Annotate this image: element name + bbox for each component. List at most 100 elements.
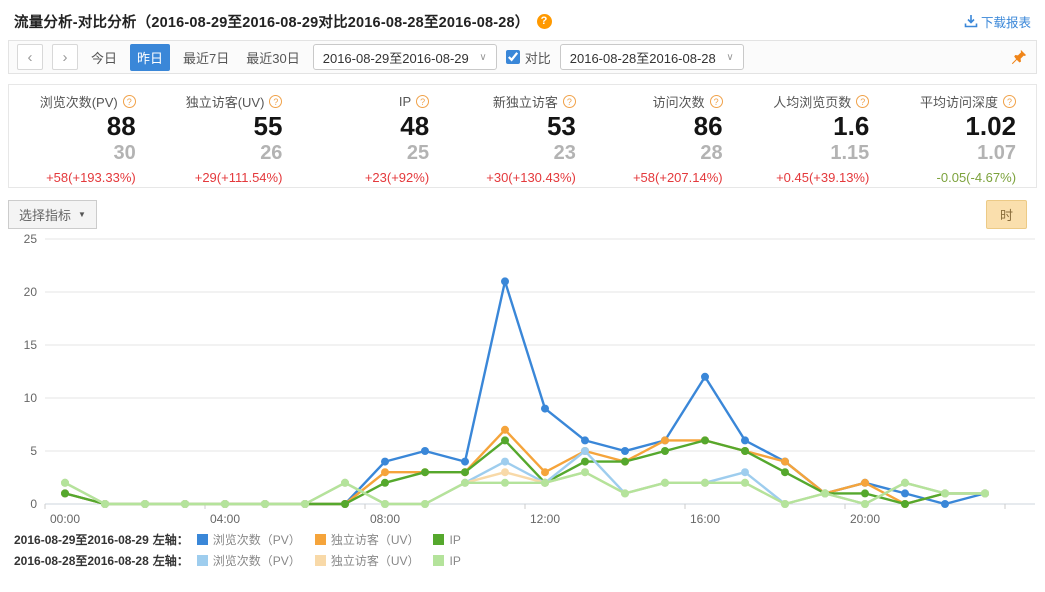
- compare-range-select[interactable]: 2016-08-28至2016-08-28 ∨: [559, 44, 744, 70]
- legend-item-label: 独立访客（UV）: [330, 554, 420, 568]
- metric-prev-value: 1.07: [977, 142, 1017, 164]
- download-report-link[interactable]: 下载报表: [964, 12, 1031, 31]
- legend-item-ip: IP: [433, 554, 461, 568]
- metric-new-visitors: 新独立访客? 53 23 +30(+130.43%): [449, 94, 596, 185]
- metric-help-icon[interactable]: ?: [269, 95, 283, 108]
- metric-summary-panel: 浏览次数(PV)? 88 30 +58(+193.33%) 独立访客(UV)? …: [8, 84, 1037, 188]
- page-title: 流量分析-对比分析（2016-08-29至2016-08-29对比2016-08…: [14, 14, 530, 31]
- metric-prev-value: 28: [700, 142, 723, 164]
- metric-label: 浏览次数(PV): [39, 95, 118, 110]
- metric-help-icon[interactable]: ?: [562, 95, 576, 108]
- metric-help-icon[interactable]: ?: [122, 95, 136, 108]
- granularity-hour-button[interactable]: 时: [985, 199, 1027, 229]
- svg-text:16:00: 16:00: [690, 512, 720, 524]
- preset-last30[interactable]: 最近30日: [246, 50, 300, 66]
- svg-text:20: 20: [24, 285, 38, 299]
- metric-pages-per-visitor: 人均浏览页数? 1.6 1.15 +0.45(+39.13%): [743, 94, 890, 185]
- pin-icon[interactable]: [1010, 48, 1028, 66]
- compare-checkbox[interactable]: [505, 50, 520, 64]
- page-header: 流量分析-对比分析（2016-08-29至2016-08-29对比2016-08…: [8, 0, 1037, 40]
- metric-value: 55: [253, 111, 283, 141]
- metric-value: 48: [400, 111, 430, 141]
- svg-text:10: 10: [24, 391, 38, 405]
- metric-change: +0.45(+39.13%): [776, 170, 870, 185]
- svg-text:25: 25: [24, 232, 38, 246]
- legend-item-label: 浏览次数（PV）: [212, 554, 301, 568]
- download-icon: [964, 15, 978, 28]
- metric-label: 平均访问深度: [920, 95, 999, 110]
- metric-change: +58(+207.14%): [632, 170, 723, 185]
- metric-label: 独立访客(UV): [185, 95, 265, 110]
- metric-ip: IP? 48 25 +23(+92%): [302, 94, 449, 185]
- select-metric-label: 选择指标: [19, 207, 72, 223]
- legend-item-uv: 独立访客（UV）: [314, 531, 420, 548]
- legend-item-label: 浏览次数（PV）: [212, 533, 301, 547]
- chevron-down-icon: ∨: [479, 51, 487, 63]
- metric-prev-value: 23: [553, 142, 576, 164]
- next-date-button[interactable]: ›: [52, 44, 78, 70]
- svg-text:12:00: 12:00: [530, 512, 560, 524]
- chevron-down-icon: ∨: [726, 51, 734, 63]
- traffic-trend-chart: 0 5 10 15 20 25 00:00 04:00 08:00 12:00 16:00 20:00: [24, 232, 1035, 524]
- legend-item-label: IP: [449, 532, 461, 547]
- legend-item-label: 独立访客（UV）: [330, 533, 420, 547]
- metric-prev-value: 30: [113, 142, 136, 164]
- compare-range-value: 2016-08-28至2016-08-28: [569, 50, 716, 66]
- title-help-icon[interactable]: ?: [536, 13, 552, 29]
- uv-swatch-icon: [314, 534, 326, 545]
- metric-value: 86: [693, 111, 723, 141]
- select-metric-button[interactable]: 选择指标 ▼: [8, 199, 97, 229]
- metric-prev-value: 25: [406, 142, 430, 164]
- legend-item-pv: 浏览次数（PV）: [196, 531, 301, 548]
- metric-help-icon[interactable]: ?: [1003, 95, 1017, 108]
- metric-help-icon[interactable]: ?: [709, 95, 723, 108]
- metric-help-icon[interactable]: ?: [856, 95, 870, 108]
- metric-label: 人均浏览页数: [773, 95, 852, 110]
- svg-text:00:00: 00:00: [50, 512, 80, 524]
- date-range-value: 2016-08-29至2016-08-29: [322, 50, 469, 66]
- metric-avg-depth: 平均访问深度? 1.02 1.07 -0.05(-4.67%): [889, 94, 1036, 185]
- svg-text:04:00: 04:00: [210, 512, 240, 524]
- metric-pv: 浏览次数(PV)? 88 30 +58(+193.33%): [9, 94, 156, 185]
- metric-value: 1.02: [965, 111, 1017, 141]
- chart-legend: 2016-08-29至2016-08-29 左轴： 浏览次数（PV） 独立访客（…: [8, 524, 1037, 571]
- legend-item-pv: 浏览次数（PV）: [196, 552, 301, 569]
- preset-last7[interactable]: 最近7日: [183, 50, 230, 66]
- svg-text:0: 0: [30, 497, 37, 511]
- legend-date: 2016-08-29至2016-08-29: [14, 533, 149, 547]
- compare-control: 对比: [505, 48, 551, 67]
- metric-prev-value: 26: [260, 142, 283, 164]
- metric-prev-value: 1.15: [830, 142, 870, 164]
- uv-compare-swatch-icon: [314, 555, 326, 566]
- date-nav-bar: ‹ › 今日 昨日 最近7日 最近30日 2016-08-29至2016-08-…: [8, 40, 1037, 74]
- metric-change: +58(+193.33%): [46, 170, 136, 185]
- pv-compare-swatch-icon: [196, 555, 208, 566]
- metric-value: 53: [546, 111, 576, 141]
- trend-chart-container: 0 5 10 15 20 25 00:00 04:00 08:00 12:00 16:00 20:00: [8, 232, 1037, 524]
- preset-today[interactable]: 今日: [91, 50, 118, 66]
- ip-swatch-icon: [433, 534, 445, 545]
- caret-down-icon: ▼: [78, 209, 86, 219]
- legend-item-uv: 独立访客（UV）: [314, 552, 420, 569]
- svg-text:5: 5: [30, 444, 37, 458]
- svg-text:08:00: 08:00: [370, 512, 400, 524]
- legend-item-ip: IP: [433, 532, 461, 547]
- metric-change: -0.05(-4.67%): [936, 170, 1017, 185]
- ip-compare-swatch-icon: [433, 555, 445, 566]
- chart-toolbar: 选择指标 ▼ 时: [8, 199, 1037, 229]
- legend-row-current: 2016-08-29至2016-08-29 左轴： 浏览次数（PV） 独立访客（…: [14, 529, 1031, 550]
- svg-text:15: 15: [24, 338, 38, 352]
- download-report-label: 下载报表: [980, 15, 1031, 30]
- prev-date-button[interactable]: ‹: [17, 44, 43, 70]
- pv-swatch-icon: [196, 534, 208, 545]
- metric-label: IP: [398, 94, 412, 109]
- metric-uv: 独立访客(UV)? 55 26 +29(+111.54%): [156, 94, 303, 185]
- metric-change: +23(+92%): [364, 170, 430, 185]
- compare-label: 对比: [524, 50, 551, 66]
- metric-label: 新独立访客: [492, 95, 558, 110]
- date-range-select[interactable]: 2016-08-29至2016-08-29 ∨: [312, 44, 497, 70]
- legend-date: 2016-08-28至2016-08-28: [14, 554, 149, 568]
- metric-help-icon[interactable]: ?: [416, 95, 430, 108]
- metric-change: +29(+111.54%): [194, 170, 283, 185]
- preset-yesterday[interactable]: 昨日: [130, 43, 171, 71]
